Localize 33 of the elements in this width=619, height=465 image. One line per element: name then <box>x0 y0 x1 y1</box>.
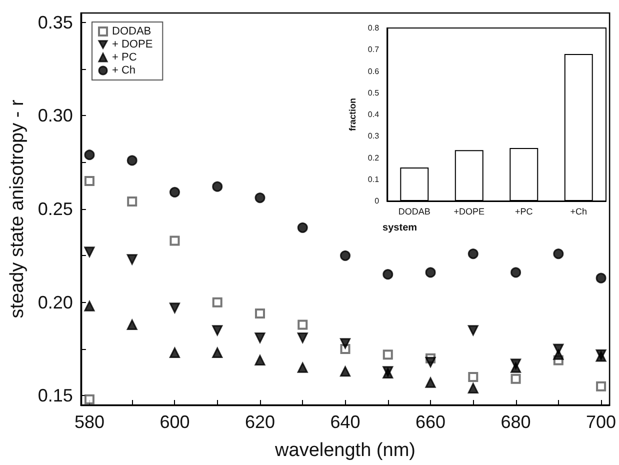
y-tick-label: 0.4 <box>368 110 380 119</box>
y-tick-label: 0.8 <box>368 24 380 32</box>
y-tick-label: 0.35 <box>38 12 73 32</box>
y-tick-label: 0.2 <box>368 153 380 162</box>
x-tick-label: 700 <box>586 412 616 432</box>
y-axis-title: steady state anisotropy - r <box>7 99 28 318</box>
y-tick-label: 0.30 <box>38 106 73 126</box>
y-tick-label: 0 <box>374 196 380 206</box>
x-tick-label: 620 <box>244 412 276 432</box>
y-tick-label: 0.6 <box>368 66 380 76</box>
x-tick-label: 680 <box>500 412 531 432</box>
x-axis-title: system <box>382 222 418 234</box>
legend-label: DODAB <box>112 26 152 38</box>
legend-label: + PC <box>112 52 137 64</box>
x-tick-label: +PC <box>515 206 534 216</box>
x-tick-label: DODAB <box>398 206 430 216</box>
x-tick-label: +DOPE <box>454 206 485 216</box>
x-tick-label: +Ch <box>570 206 588 216</box>
y-axis-title: fraction <box>348 98 358 132</box>
x-tick-label: 580 <box>74 412 104 432</box>
y-tick-label: 0.15 <box>38 386 73 406</box>
x-tick-label: 660 <box>415 412 446 432</box>
y-tick-label: 0.25 <box>38 199 73 219</box>
x-tick-label: 640 <box>330 412 360 432</box>
legend-label: + DOPE <box>112 38 153 50</box>
x-axis-title: wavelength (nm) <box>274 440 416 461</box>
y-tick-label: 0.5 <box>368 88 380 98</box>
legend-label: + Ch <box>112 64 136 76</box>
y-tick-label: 0.1 <box>368 174 380 184</box>
y-tick-label: 0.20 <box>38 292 73 312</box>
y-tick-label: 0.7 <box>368 45 380 54</box>
x-tick-label: 600 <box>160 412 190 432</box>
y-tick-label: 0.3 <box>368 132 380 141</box>
